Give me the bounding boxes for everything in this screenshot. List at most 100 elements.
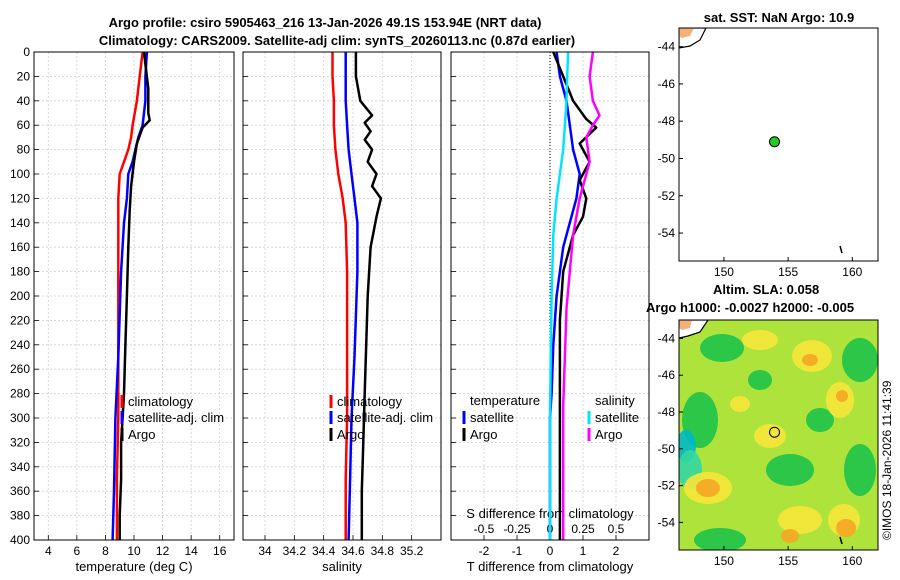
- difference-panel: -2 -1 0 1 2S difference from climatology-0.5…: [450, 51, 650, 574]
- x-tick-label: 35.2: [400, 544, 424, 558]
- map-y-tick-label: -46: [658, 77, 676, 91]
- legend-title-temperature: temperature: [470, 393, 540, 408]
- series-line-climatology: [331, 52, 349, 540]
- sla-anomaly-blob: [742, 330, 778, 350]
- map-y-tick-label: -48: [658, 405, 676, 419]
- sla-land-patch: [679, 320, 692, 330]
- title-line-1: Argo profile: csiro 5905463_216 13-Jan-2…: [109, 15, 542, 30]
- salinity-legend: climatology satellite-adj. clim Argo: [329, 394, 433, 442]
- top-tick-label: -0.25: [503, 522, 531, 536]
- map-y-tick-label: -54: [658, 515, 676, 529]
- map-y-tick-label: -50: [658, 442, 676, 456]
- top-tick-label: -0.5: [474, 522, 495, 536]
- y-tick-label: 0: [23, 45, 30, 59]
- x-tick-label: 4: [45, 544, 52, 558]
- sla-heatmap: [679, 320, 878, 550]
- sla-anomaly-blob: [694, 528, 746, 550]
- y-tick-label: 280: [10, 387, 30, 401]
- legend-label-satellite: satellite-adj. clim: [337, 410, 433, 425]
- top-tick-label: 0.25: [571, 522, 595, 536]
- map-frame: [678, 319, 879, 551]
- sla-anomaly-blob: [844, 444, 876, 496]
- sla-anomaly-blob: [700, 334, 744, 362]
- map-x-tick-label: 150: [714, 554, 734, 568]
- x-tick-label: 0: [547, 544, 554, 558]
- series-line-climatology: [115, 52, 144, 540]
- y-tick-label: 320: [10, 435, 30, 449]
- sla-anomaly-blob: [781, 529, 799, 543]
- y-tick-label: 80: [17, 143, 31, 157]
- argo-float-marker: [769, 136, 781, 148]
- sla-anomaly-blob: [842, 338, 878, 382]
- sla-anomaly-blob: [748, 370, 772, 390]
- sla-anomaly-blob: [836, 519, 856, 537]
- y-tick-label: 340: [10, 460, 30, 474]
- salinity-panel: 34 34.2 34.4 34.6 34.8 35.2 salinity: [242, 51, 442, 574]
- map-x-tick-label: 150: [714, 265, 734, 279]
- sst-coastline: [679, 28, 707, 49]
- map-y-tick-label: -54: [658, 226, 676, 240]
- y-tick-label: 140: [10, 216, 30, 230]
- series-line-s-argo: [561, 52, 601, 540]
- map-x-tick-label: 160: [842, 554, 862, 568]
- series-line-argo: [118, 52, 151, 540]
- top-tick-label: 0.5: [608, 522, 625, 536]
- imos-credit: ©IMOS 18-Jan-2026 11:41:39: [880, 380, 894, 540]
- legend-label-t-argo: Argo: [470, 427, 497, 442]
- legend-title-salinity: salinity: [595, 393, 635, 408]
- x-tick-label: 34.4: [312, 544, 336, 558]
- series-line-s-satellite: [548, 52, 570, 540]
- y-tick-label: 100: [10, 167, 30, 181]
- sla-map-title-2: Argo h1000: -0.0027 h2000: -0.005: [646, 300, 854, 315]
- x-tick-label: 16: [213, 544, 227, 558]
- legend-label-climatology: climatology: [128, 394, 194, 409]
- sla-anomaly-blob: [778, 506, 822, 534]
- sla-anomaly-blob: [730, 396, 750, 412]
- series-group: [331, 52, 383, 540]
- plot-frame: [33, 51, 235, 541]
- x-tick-label: 1: [580, 544, 587, 558]
- sla-anomaly-blob: [754, 424, 786, 448]
- sla-anomaly-blob: [766, 454, 814, 486]
- series-line-satellite-adj-clim: [111, 52, 149, 540]
- title-line-2: Climatology: CARS2009. Satellite-adj cli…: [99, 33, 575, 48]
- y-tick-label: 200: [10, 289, 30, 303]
- sla-anomaly-blob: [836, 390, 848, 402]
- y-tick-label: 20: [17, 69, 31, 83]
- sla-island-mark: [839, 536, 843, 545]
- sst-map: 150 155 160 -44 -46 -48 -50 -52 -54: [658, 27, 879, 279]
- map-x-tick-label: 155: [778, 265, 798, 279]
- sla-map: 150 155 160 -44 -46 -48 -50 -52 -54: [658, 319, 879, 568]
- plot-frame: [450, 51, 650, 541]
- series-line-t-argo: [552, 52, 598, 540]
- map-y-tick-label: -52: [658, 189, 676, 203]
- y-tick-label: 400: [10, 533, 30, 547]
- y-tick-label: 120: [10, 191, 30, 205]
- sla-map-title-1: Altim. SLA: 0.058: [713, 282, 819, 297]
- sst-map-title: sat. SST: NaN Argo: 10.9: [704, 10, 855, 25]
- series-group: [111, 52, 151, 540]
- x-tick-label: 14: [184, 544, 198, 558]
- temperature-legend: climatology satellite-adj. clim Argo: [120, 394, 224, 442]
- sla-anomaly-blob: [806, 408, 834, 432]
- y-tick-label: 160: [10, 240, 30, 254]
- map-y-tick-label: -52: [658, 479, 676, 493]
- series-line-satellite-adj-clim: [344, 52, 359, 540]
- map-y-tick-label: -44: [658, 331, 676, 345]
- sla-anomaly-blob: [696, 479, 720, 497]
- map-y-tick-label: -50: [658, 151, 676, 165]
- y-tick-label: 60: [17, 118, 31, 132]
- map-y-tick-label: -44: [658, 40, 676, 54]
- series-line-argo: [354, 52, 383, 540]
- sst-land-patch: [679, 28, 694, 38]
- y-tick-label: 240: [10, 338, 30, 352]
- map-x-tick-label: 155: [778, 554, 798, 568]
- legend-label-argo: Argo: [337, 427, 364, 442]
- x-tick-label: 10: [127, 544, 141, 558]
- legend-label-satellite: satellite-adj. clim: [128, 410, 224, 425]
- sla-coastline: [679, 320, 709, 339]
- x-tick-label: 6: [74, 544, 81, 558]
- map-x-tick-label: 160: [842, 265, 862, 279]
- y-tick-label: 260: [10, 362, 30, 376]
